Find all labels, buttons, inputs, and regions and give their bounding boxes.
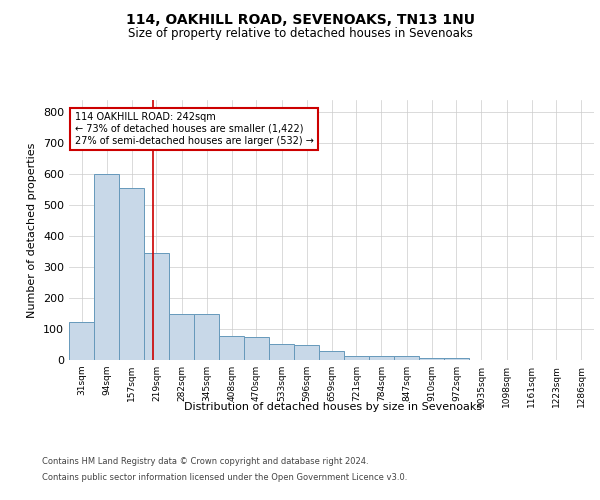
Y-axis label: Number of detached properties: Number of detached properties bbox=[28, 142, 37, 318]
Text: 114, OAKHILL ROAD, SEVENOAKS, TN13 1NU: 114, OAKHILL ROAD, SEVENOAKS, TN13 1NU bbox=[125, 12, 475, 26]
Bar bbox=[394, 356, 419, 360]
Bar bbox=[119, 188, 144, 360]
Text: Size of property relative to detached houses in Sevenoaks: Size of property relative to detached ho… bbox=[128, 28, 472, 40]
Bar bbox=[169, 314, 194, 360]
Bar bbox=[344, 356, 369, 360]
Bar bbox=[144, 253, 169, 360]
Bar bbox=[269, 344, 294, 360]
Bar bbox=[294, 344, 319, 360]
Bar bbox=[244, 337, 269, 360]
Bar bbox=[194, 314, 219, 360]
Text: Distribution of detached houses by size in Sevenoaks: Distribution of detached houses by size … bbox=[184, 402, 482, 412]
Bar bbox=[69, 322, 94, 360]
Bar bbox=[319, 350, 344, 360]
Text: 114 OAKHILL ROAD: 242sqm
← 73% of detached houses are smaller (1,422)
27% of sem: 114 OAKHILL ROAD: 242sqm ← 73% of detach… bbox=[74, 112, 313, 146]
Bar bbox=[369, 356, 394, 360]
Bar bbox=[419, 358, 444, 360]
Text: Contains HM Land Registry data © Crown copyright and database right 2024.: Contains HM Land Registry data © Crown c… bbox=[42, 458, 368, 466]
Text: Contains public sector information licensed under the Open Government Licence v3: Contains public sector information licen… bbox=[42, 472, 407, 482]
Bar bbox=[444, 358, 469, 360]
Bar bbox=[94, 174, 119, 360]
Bar bbox=[219, 336, 244, 360]
